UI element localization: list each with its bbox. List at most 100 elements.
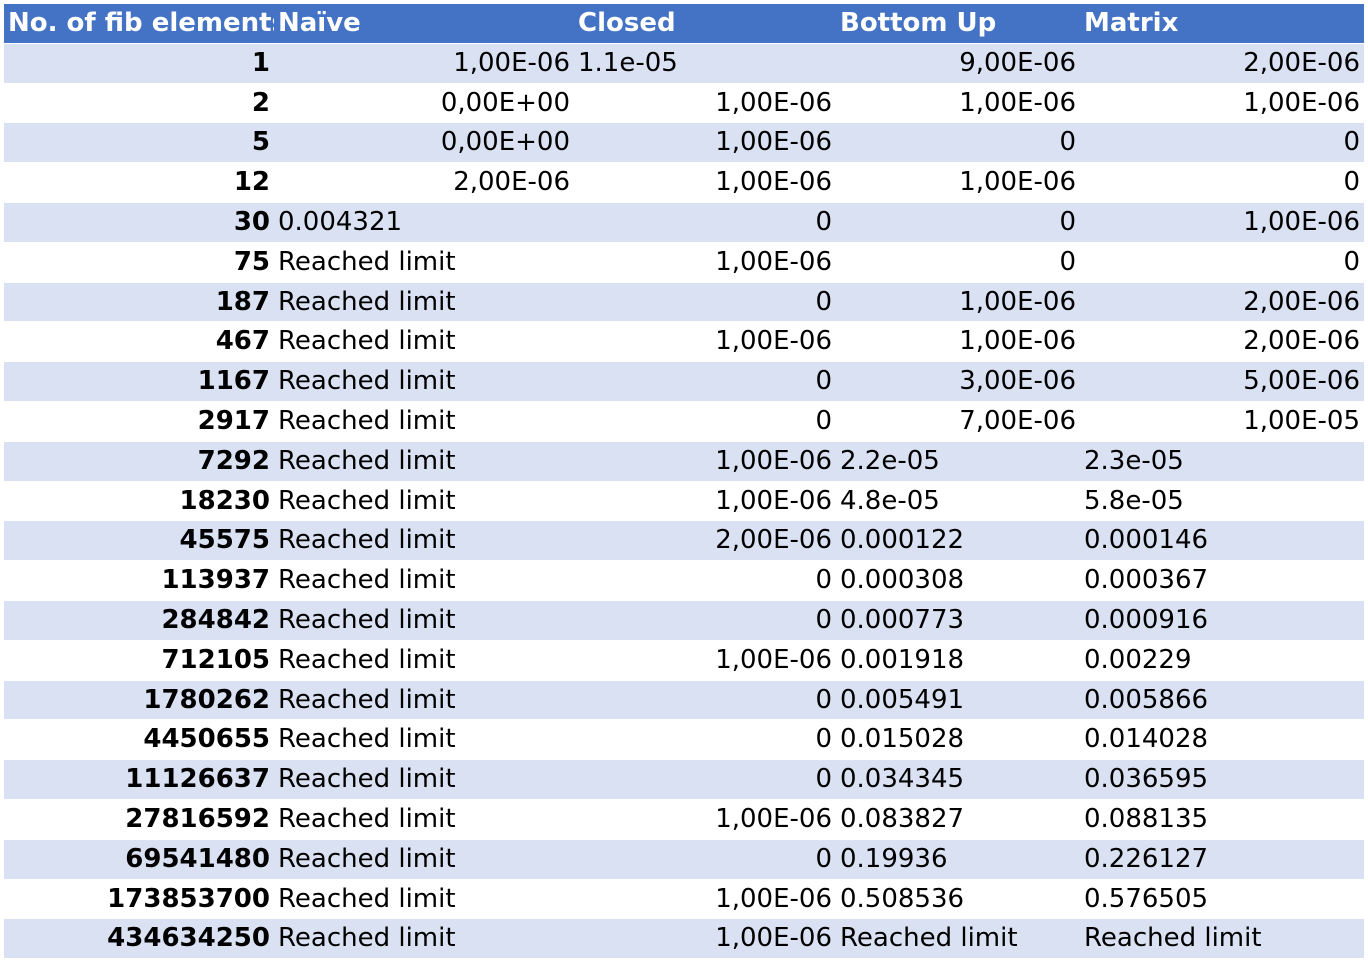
bottom-up-cell[interactable]: 1,00E-06 <box>959 87 1076 118</box>
bottom-up-cell[interactable]: 0 <box>1059 206 1076 237</box>
closed-cell[interactable]: 1.1e-05 <box>578 47 678 78</box>
closed-cell[interactable]: 1,00E-06 <box>715 246 832 277</box>
matrix-cell[interactable]: 2,00E-06 <box>1243 326 1360 357</box>
matrix-cell[interactable]: 1,00E-06 <box>1243 206 1360 237</box>
header-cell-fib-elements[interactable]: No. of fib elements <box>8 8 274 38</box>
naive-cell[interactable]: Reached limit <box>278 764 456 795</box>
fib-elements-cell[interactable]: 7292 <box>197 445 270 476</box>
closed-cell[interactable]: 0 <box>815 684 832 715</box>
fib-elements-cell[interactable]: 187 <box>215 286 270 317</box>
bottom-up-cell[interactable]: 2.2e-05 <box>840 445 940 476</box>
fib-elements-cell[interactable]: 284842 <box>161 604 270 635</box>
matrix-cell[interactable]: 5.8e-05 <box>1084 485 1184 516</box>
bottom-up-cell[interactable]: 3,00E-06 <box>959 366 1076 397</box>
closed-cell[interactable]: 1,00E-06 <box>715 803 832 834</box>
bottom-up-cell[interactable]: 0.034345 <box>840 764 965 795</box>
fib-elements-cell[interactable]: 27816592 <box>125 803 270 834</box>
closed-cell[interactable]: 0 <box>815 286 832 317</box>
closed-cell[interactable]: 0 <box>815 206 832 237</box>
bottom-up-cell[interactable]: 0.000122 <box>840 525 965 556</box>
matrix-cell[interactable]: 0.036595 <box>1084 764 1209 795</box>
closed-cell[interactable]: 1,00E-06 <box>715 445 832 476</box>
naive-cell[interactable]: Reached limit <box>278 565 456 596</box>
fib-elements-cell[interactable]: 30 <box>233 206 270 237</box>
matrix-cell[interactable]: 0 <box>1343 167 1360 198</box>
matrix-cell[interactable]: 0.014028 <box>1084 724 1209 755</box>
closed-cell[interactable]: 1,00E-06 <box>715 87 832 118</box>
naive-cell[interactable]: Reached limit <box>278 445 456 476</box>
naive-cell[interactable]: Reached limit <box>278 843 456 874</box>
bottom-up-cell[interactable]: 1,00E-06 <box>959 167 1076 198</box>
fib-elements-cell[interactable]: 2917 <box>197 405 270 436</box>
fib-elements-cell[interactable]: 18230 <box>179 485 270 516</box>
naive-cell[interactable]: Reached limit <box>278 923 456 954</box>
bottom-up-cell[interactable]: Reached limit <box>840 923 1018 954</box>
naive-cell[interactable]: Reached limit <box>278 485 456 516</box>
naive-cell[interactable]: 0.004321 <box>278 206 403 237</box>
closed-cell[interactable]: 0 <box>815 366 832 397</box>
fib-elements-cell[interactable]: 1780262 <box>143 684 270 715</box>
matrix-cell[interactable]: 2,00E-06 <box>1243 286 1360 317</box>
naive-cell[interactable]: 0,00E+00 <box>440 127 570 158</box>
closed-cell[interactable]: 0 <box>815 405 832 436</box>
naive-cell[interactable]: Reached limit <box>278 326 456 357</box>
bottom-up-cell[interactable]: 0.015028 <box>840 724 965 755</box>
bottom-up-cell[interactable]: 1,00E-06 <box>959 326 1076 357</box>
closed-cell[interactable]: 1,00E-06 <box>715 644 832 675</box>
bottom-up-cell[interactable]: 0.001918 <box>840 644 965 675</box>
naive-cell[interactable]: Reached limit <box>278 803 456 834</box>
naive-cell[interactable]: Reached limit <box>278 366 456 397</box>
naive-cell[interactable]: Reached limit <box>278 644 456 675</box>
closed-cell[interactable]: 0 <box>815 764 832 795</box>
naive-cell[interactable]: Reached limit <box>278 724 456 755</box>
naive-cell[interactable]: 2,00E-06 <box>453 167 570 198</box>
closed-cell[interactable]: 1,00E-06 <box>715 485 832 516</box>
header-cell-naive[interactable]: Naïve <box>278 8 361 38</box>
matrix-cell[interactable]: 0 <box>1343 127 1360 158</box>
bottom-up-cell[interactable]: 0 <box>1059 127 1076 158</box>
closed-cell[interactable]: 2,00E-06 <box>715 525 832 556</box>
matrix-cell[interactable]: 0.000916 <box>1084 604 1209 635</box>
matrix-cell[interactable]: 2.3e-05 <box>1084 445 1184 476</box>
matrix-cell[interactable]: Reached limit <box>1084 923 1262 954</box>
fib-elements-cell[interactable]: 45575 <box>179 525 270 556</box>
bottom-up-cell[interactable]: 1,00E-06 <box>959 286 1076 317</box>
matrix-cell[interactable]: 0.576505 <box>1084 883 1209 914</box>
bottom-up-cell[interactable]: 0.000773 <box>840 604 965 635</box>
closed-cell[interactable]: 1,00E-06 <box>715 326 832 357</box>
fib-elements-cell[interactable]: 173853700 <box>107 883 270 914</box>
closed-cell[interactable]: 0 <box>815 724 832 755</box>
matrix-cell[interactable]: 5,00E-06 <box>1243 366 1360 397</box>
closed-cell[interactable]: 1,00E-06 <box>715 127 832 158</box>
fib-elements-cell[interactable]: 69541480 <box>125 843 270 874</box>
bottom-up-cell[interactable]: 0.005491 <box>840 684 965 715</box>
closed-cell[interactable]: 0 <box>815 565 832 596</box>
matrix-cell[interactable]: 0.005866 <box>1084 684 1209 715</box>
naive-cell[interactable]: 1,00E-06 <box>453 47 570 78</box>
bottom-up-cell[interactable]: 0.000308 <box>840 565 965 596</box>
closed-cell[interactable]: 1,00E-06 <box>715 167 832 198</box>
bottom-up-cell[interactable]: 0 <box>1059 246 1076 277</box>
closed-cell[interactable]: 0 <box>815 843 832 874</box>
fib-elements-cell[interactable]: 11126637 <box>125 764 270 795</box>
naive-cell[interactable]: Reached limit <box>278 246 456 277</box>
matrix-cell[interactable]: 0.000367 <box>1084 565 1209 596</box>
naive-cell[interactable]: Reached limit <box>278 405 456 436</box>
naive-cell[interactable]: Reached limit <box>278 525 456 556</box>
bottom-up-cell[interactable]: 0.19936 <box>840 843 948 874</box>
naive-cell[interactable]: Reached limit <box>278 883 456 914</box>
fib-elements-cell[interactable]: 75 <box>233 246 270 277</box>
fib-elements-cell[interactable]: 434634250 <box>107 923 270 954</box>
matrix-cell[interactable]: 0.088135 <box>1084 803 1209 834</box>
naive-cell[interactable]: 0,00E+00 <box>440 87 570 118</box>
bottom-up-cell[interactable]: 0.508536 <box>840 883 965 914</box>
fib-elements-cell[interactable]: 1167 <box>197 366 270 397</box>
fib-elements-cell[interactable]: 2 <box>251 87 270 118</box>
naive-cell[interactable]: Reached limit <box>278 286 456 317</box>
fib-elements-cell[interactable]: 12 <box>233 167 270 198</box>
matrix-cell[interactable]: 2,00E-06 <box>1243 47 1360 78</box>
bottom-up-cell[interactable]: 7,00E-06 <box>959 405 1076 436</box>
fib-elements-cell[interactable]: 113937 <box>161 565 270 596</box>
header-cell-closed[interactable]: Closed <box>578 8 676 38</box>
fib-elements-cell[interactable]: 712105 <box>161 644 270 675</box>
